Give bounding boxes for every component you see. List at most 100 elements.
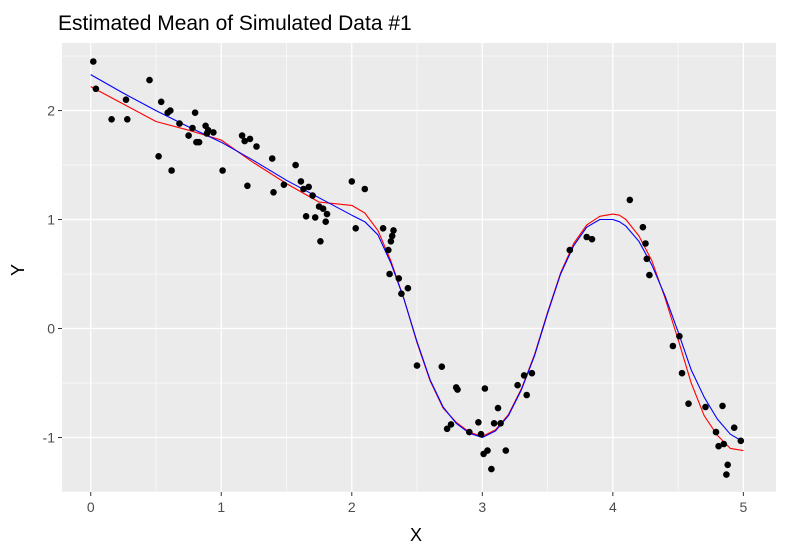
data-point [204, 126, 212, 134]
data-point [669, 342, 677, 350]
data-point [268, 155, 276, 162]
data-point [497, 420, 504, 427]
data-point [244, 182, 251, 190]
data-point [390, 227, 397, 234]
data-point [210, 129, 217, 136]
data-point [490, 420, 498, 427]
data-point [466, 428, 473, 436]
data-point [583, 233, 590, 241]
y-tick-label: 0 [47, 321, 55, 337]
data-point [124, 116, 131, 123]
data-point [253, 143, 260, 150]
y-tick-label: 2 [47, 103, 55, 119]
data-point [185, 132, 192, 139]
data-point [528, 369, 536, 377]
data-point [92, 85, 100, 93]
data-point [484, 447, 491, 454]
data-point [514, 381, 521, 389]
data-point [724, 461, 731, 469]
data-point [167, 107, 174, 114]
data-point [191, 109, 199, 116]
x-tick-label: 3 [478, 499, 486, 515]
data-point [302, 213, 310, 220]
data-point [317, 238, 324, 245]
data-point [348, 178, 356, 185]
data-point [361, 185, 369, 193]
data-point [642, 240, 649, 247]
minor-gridlines [62, 43, 776, 493]
data-point [319, 205, 327, 212]
data-point [719, 402, 726, 410]
data-point [90, 58, 97, 65]
x-tick-label: 2 [348, 499, 356, 515]
data-point [438, 363, 446, 371]
data-point [322, 218, 330, 225]
data-point [404, 284, 412, 292]
y-axis-ticks: -1 0 1 2 [43, 103, 62, 446]
data-point [300, 185, 307, 193]
data-point [219, 167, 226, 174]
data-point [626, 196, 634, 204]
x-tick-label: 4 [609, 499, 617, 515]
data-point [715, 442, 722, 450]
data-point [157, 98, 165, 106]
data-point [270, 189, 277, 196]
data-point [189, 124, 196, 132]
data-point [323, 210, 331, 218]
data-point [676, 332, 683, 340]
data-point [386, 270, 393, 278]
data-point [447, 421, 455, 428]
data-point [737, 437, 745, 445]
data-point [352, 225, 360, 232]
y-axis-title: Y [8, 264, 28, 276]
data-point [720, 440, 728, 448]
data-point [639, 223, 647, 231]
plot-panel [62, 43, 776, 492]
data-point [475, 419, 482, 426]
data-point [494, 404, 502, 412]
data-point [723, 471, 730, 478]
data-point [388, 232, 396, 240]
data-point [108, 116, 115, 123]
data-point [413, 362, 421, 369]
x-axis-ticks: 0 1 2 3 4 5 [87, 492, 747, 515]
x-tick-label: 1 [217, 499, 225, 515]
data-point [385, 246, 392, 254]
data-point [443, 425, 451, 433]
data-point [280, 181, 288, 188]
data-point [566, 246, 574, 254]
data-point [730, 424, 738, 432]
data-point [309, 192, 316, 199]
data-point [678, 369, 686, 377]
major-gridlines [62, 43, 776, 492]
data-point [146, 76, 153, 84]
data-point [168, 167, 175, 174]
data-points [90, 58, 745, 478]
data-point [702, 403, 709, 411]
data-point [454, 386, 461, 393]
data-point [502, 447, 510, 454]
data-point [246, 135, 254, 143]
data-point [685, 400, 692, 408]
data-point [155, 153, 162, 160]
data-point [488, 465, 495, 473]
data-point [712, 428, 720, 436]
data-point [195, 138, 203, 146]
data-point [176, 120, 183, 127]
data-point [297, 178, 305, 185]
data-point [387, 238, 395, 245]
data-point [646, 271, 653, 279]
data-point [292, 161, 299, 169]
data-point [477, 430, 485, 438]
data-point [481, 385, 489, 392]
data-point [238, 132, 246, 139]
x-axis-title: X [410, 525, 422, 545]
data-point [520, 372, 528, 379]
chart-title: Estimated Mean of Simulated Data #1 [58, 12, 412, 35]
x-tick-label: 0 [87, 499, 95, 515]
data-point [395, 275, 403, 282]
y-tick-label: -1 [43, 430, 56, 446]
x-tick-label: 5 [739, 499, 747, 515]
data-point [241, 137, 248, 145]
